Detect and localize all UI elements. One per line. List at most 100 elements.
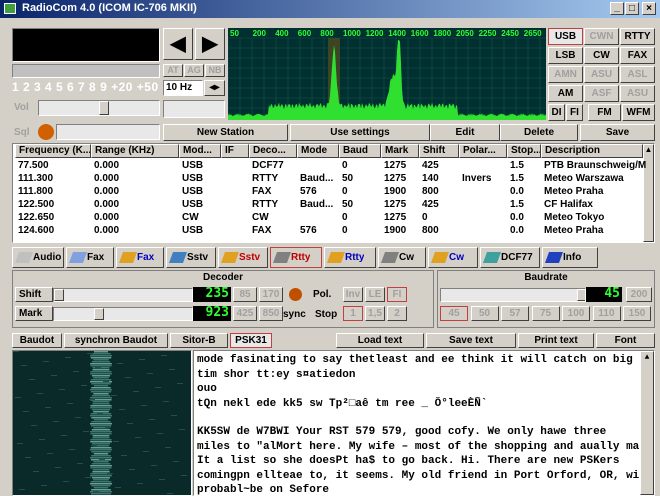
mode-button[interactable]: DI xyxy=(548,104,565,121)
mode-button[interactable]: FM xyxy=(588,104,621,121)
baud-button[interactable]: 50 xyxy=(470,306,499,321)
column-header[interactable]: Mod... xyxy=(179,144,221,158)
mark-button[interactable]: 425 xyxy=(233,306,257,321)
filter-button[interactable]: AT xyxy=(163,64,183,77)
slider-thumb[interactable] xyxy=(54,289,64,301)
slider[interactable] xyxy=(440,288,586,302)
waterfall-noise xyxy=(17,443,23,444)
pol-button[interactable]: FI xyxy=(387,287,407,302)
column-header[interactable]: Deco... xyxy=(249,144,297,158)
mode-button[interactable]: AMN xyxy=(548,66,583,83)
pol-button[interactable]: Inv xyxy=(343,287,363,302)
toolbar-button[interactable]: Fax xyxy=(66,247,114,268)
text-button[interactable]: Print text xyxy=(518,333,594,348)
led xyxy=(289,288,302,301)
mode-button[interactable]: ASL xyxy=(620,66,655,83)
slider-thumb[interactable] xyxy=(577,289,585,301)
column-header[interactable]: Shift xyxy=(419,144,459,158)
step-spin[interactable]: ◂▸ xyxy=(204,80,225,96)
scrollbar[interactable]: ▲ xyxy=(640,351,654,495)
tune-down[interactable]: ◀ xyxy=(163,28,193,60)
baud-button[interactable]: 57 xyxy=(501,306,529,321)
mode-button[interactable]: LSB xyxy=(548,47,583,64)
action-button[interactable]: Save xyxy=(580,124,655,141)
slider[interactable] xyxy=(53,307,193,321)
mode-button[interactable]: CWN xyxy=(584,28,619,45)
column-header[interactable]: Polar... xyxy=(459,144,507,158)
spectrum-scale-label: 2450 xyxy=(501,29,519,38)
toolbar-button[interactable]: Sstv xyxy=(218,247,268,268)
action-button[interactable]: Use settings xyxy=(290,124,430,141)
column-header[interactable]: Baud xyxy=(339,144,381,158)
baud-button[interactable]: 150 xyxy=(623,306,651,321)
mode-button[interactable]: ASF xyxy=(584,85,619,102)
text-button[interactable]: Save text xyxy=(426,333,516,348)
rf-slider[interactable] xyxy=(163,100,225,118)
stop-button[interactable]: 1 xyxy=(343,306,363,321)
action-button[interactable]: New Station xyxy=(163,124,288,141)
baud-button[interactable]: 100 xyxy=(562,306,590,321)
baud-max[interactable]: 200 xyxy=(626,287,652,302)
shift-button[interactable]: 85 xyxy=(233,287,257,302)
column-header[interactable]: IF xyxy=(221,144,249,158)
table-cell: 124.600 xyxy=(18,225,55,236)
tab[interactable]: Baudot xyxy=(12,333,62,348)
vol-slider[interactable] xyxy=(38,100,160,116)
filter-button[interactable]: AG xyxy=(184,64,204,77)
text-button[interactable]: Load text xyxy=(336,333,424,348)
toolbar-button[interactable]: Cw xyxy=(378,247,426,268)
toolbar-button[interactable]: Sstv xyxy=(166,247,216,268)
text-button[interactable]: Font xyxy=(596,333,655,348)
toolbar-button[interactable]: Cw xyxy=(428,247,478,268)
toolbar-button[interactable]: Audio xyxy=(12,247,64,268)
toolbar-label: DCF77 xyxy=(501,252,533,263)
column-header[interactable]: Description xyxy=(541,144,643,158)
scrollbar[interactable]: ▲ xyxy=(643,144,654,242)
slider-thumb[interactable] xyxy=(94,308,104,320)
stop-button[interactable]: 2 xyxy=(387,306,407,321)
toolbar-button[interactable]: Rtty xyxy=(270,247,322,268)
tab[interactable]: synchron Baudot xyxy=(64,333,168,348)
action-button[interactable]: Edit xyxy=(430,124,500,141)
table-cell: 425 xyxy=(422,199,439,210)
column-header[interactable]: Mark xyxy=(381,144,419,158)
column-header[interactable]: Frequency (K... xyxy=(15,144,91,158)
mark-button[interactable]: 850 xyxy=(259,306,283,321)
mode-button[interactable]: ASU xyxy=(620,85,655,102)
mode-button[interactable]: USB xyxy=(548,28,583,45)
slider[interactable] xyxy=(53,288,193,302)
vol-thumb[interactable] xyxy=(99,101,109,115)
toolbar-button[interactable]: Fax xyxy=(116,247,164,268)
baud-button[interactable]: 75 xyxy=(531,306,560,321)
tab[interactable]: Sitor-B xyxy=(170,333,228,348)
sql-label: Sql xyxy=(14,127,30,138)
column-header[interactable]: Mode xyxy=(297,144,339,158)
waterfall-noise xyxy=(75,417,81,418)
maximize[interactable]: □ xyxy=(625,2,639,15)
tune-up[interactable]: ▶ xyxy=(195,28,225,60)
mode-button[interactable]: RTTY xyxy=(620,28,655,45)
baud-button[interactable]: 110 xyxy=(592,306,621,321)
baud-button[interactable]: 45 xyxy=(440,306,468,321)
pol-button[interactable]: LE xyxy=(365,287,385,302)
mode-button[interactable]: CW xyxy=(584,47,619,64)
mode-button[interactable]: AM xyxy=(548,85,583,102)
toolbar-button[interactable]: Info xyxy=(542,247,598,268)
mode-button[interactable]: WFM xyxy=(622,104,655,121)
mode-button[interactable]: FAX xyxy=(620,47,655,64)
stop-button[interactable]: 1,5 xyxy=(365,306,385,321)
waterfall-noise xyxy=(171,415,177,416)
column-header[interactable]: Stop... xyxy=(507,144,541,158)
minimize[interactable]: _ xyxy=(610,2,624,15)
sql-slider[interactable] xyxy=(56,124,160,140)
mode-button[interactable]: FI xyxy=(566,104,583,121)
column-header[interactable]: Range (KHz) xyxy=(91,144,179,158)
filter-button[interactable]: NB xyxy=(205,64,225,77)
close[interactable]: × xyxy=(642,2,656,15)
action-button[interactable]: Delete xyxy=(500,124,578,141)
toolbar-button[interactable]: Rtty xyxy=(324,247,376,268)
tab[interactable]: PSK31 xyxy=(230,333,272,348)
mode-button[interactable]: ASU xyxy=(584,66,619,83)
toolbar-button[interactable]: DCF77 xyxy=(480,247,540,268)
shift-button[interactable]: 170 xyxy=(259,287,283,302)
